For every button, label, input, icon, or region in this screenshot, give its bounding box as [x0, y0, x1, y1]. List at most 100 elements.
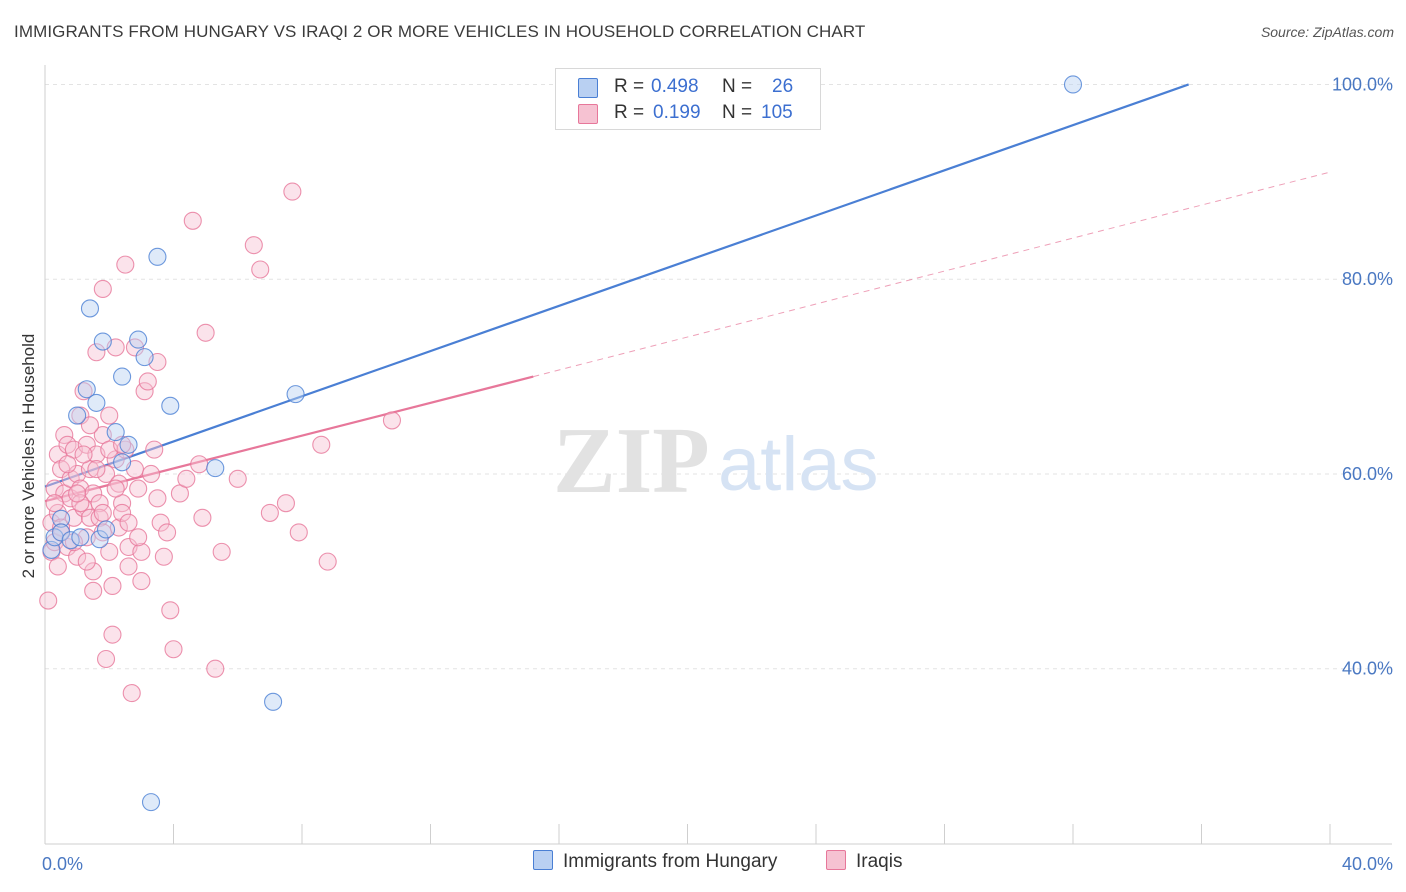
point-iraqis — [177, 469, 196, 488]
x-tick-label: 40.0% — [1342, 854, 1393, 874]
point-iraqis — [119, 557, 138, 576]
y-tick-label: 80.0% — [1342, 269, 1393, 289]
legend-r-value: 0.498 — [651, 76, 699, 97]
point-iraqis — [113, 503, 132, 522]
point-iraqis — [58, 455, 77, 474]
x-tick-labels: 0.0% 40.0% — [42, 854, 1393, 874]
point-iraqis — [48, 557, 67, 576]
legend-n-value: 26 — [772, 76, 794, 97]
point-iraqis — [100, 542, 119, 561]
point-iraqis — [148, 489, 167, 508]
point-iraqis — [116, 255, 135, 274]
point-hungary — [286, 385, 305, 404]
legend-swatch-iraqis — [578, 104, 598, 124]
point-hungary — [113, 367, 132, 386]
point-hungary — [264, 692, 283, 711]
point-iraqis — [141, 464, 161, 484]
point-iraqis — [129, 528, 148, 547]
y-axis-label: 2 or more Vehicles in Household — [19, 334, 38, 579]
point-iraqis — [45, 494, 64, 513]
point-iraqis — [122, 684, 141, 703]
x-tick-label: 0.0% — [42, 854, 83, 874]
point-iraqis — [289, 523, 308, 542]
point-hungary — [119, 435, 138, 454]
point-hungary — [87, 393, 106, 412]
point-hungary — [68, 406, 87, 425]
point-iraqis — [228, 469, 247, 488]
source-label: Source: ZipAtlas.com — [1260, 24, 1394, 40]
point-iraqis — [84, 581, 103, 600]
point-iraqis — [119, 513, 138, 532]
watermark: ZIP atlas — [553, 409, 879, 513]
point-hungary — [135, 348, 154, 367]
point-iraqis — [135, 382, 154, 401]
point-hungary — [129, 330, 148, 349]
point-iraqis — [212, 542, 231, 561]
point-iraqis — [151, 513, 170, 532]
point-iraqis — [129, 479, 148, 498]
point-iraqis — [318, 552, 337, 571]
point-iraqis — [106, 479, 125, 498]
point-iraqis — [276, 494, 295, 513]
point-iraqis — [109, 474, 128, 493]
legend-r-label: R = — [614, 102, 645, 123]
point-hungary — [148, 247, 167, 266]
point-iraqis — [183, 211, 202, 230]
point-iraqis — [154, 547, 173, 566]
point-iraqis — [206, 659, 225, 678]
point-iraqis — [132, 542, 151, 561]
point-iraqis — [90, 494, 109, 513]
data-points — [39, 75, 1083, 812]
bottom-legend-iraqis: Iraqis — [826, 850, 902, 873]
point-iraqis — [74, 445, 93, 464]
y-tick-label: 40.0% — [1342, 659, 1393, 679]
point-iraqis — [158, 523, 177, 542]
point-iraqis — [77, 435, 96, 454]
point-iraqis — [71, 494, 90, 513]
bottom-legend-swatch-iraqis — [826, 850, 846, 870]
point-hungary — [1063, 75, 1083, 94]
trend-line-iraqis-extension — [533, 171, 1331, 378]
legend: R = 0.498 N = 26 R = 0.199 N = 105 — [555, 68, 821, 130]
point-iraqis — [251, 260, 270, 279]
point-iraqis — [42, 513, 61, 532]
point-hungary — [96, 520, 116, 539]
legend-row-iraqis: R = 0.199 N = 105 — [556, 101, 822, 127]
bottom-legend-label-hungary: Immigrants from Hungary — [563, 851, 778, 872]
watermark-zip: ZIP — [553, 409, 710, 513]
point-hungary — [106, 423, 125, 442]
point-iraqis — [68, 484, 87, 503]
point-hungary — [90, 530, 109, 549]
point-iraqis — [283, 182, 302, 201]
point-iraqis — [193, 508, 212, 527]
point-iraqis — [90, 508, 109, 527]
point-iraqis — [244, 236, 263, 255]
legend-r-label: R = — [614, 76, 645, 97]
point-iraqis — [55, 425, 74, 445]
point-iraqis — [100, 406, 119, 425]
point-hungary — [141, 793, 161, 812]
point-iraqis — [190, 455, 209, 474]
watermark-atlas: atlas — [718, 422, 879, 507]
point-iraqis — [164, 640, 183, 659]
point-iraqis — [103, 576, 122, 596]
trend-line-hungary — [44, 83, 1190, 488]
y-tick-label: 60.0% — [1342, 464, 1393, 484]
point-iraqis — [74, 382, 93, 401]
y-tick-labels: 40.0% 60.0% 80.0% 100.0% — [1332, 74, 1393, 678]
point-hungary — [93, 332, 112, 351]
legend-row-hungary: R = 0.498 N = 26 — [556, 75, 822, 101]
point-iraqis — [93, 279, 112, 299]
axes — [44, 65, 1392, 845]
point-iraqis — [96, 649, 116, 669]
y-tick-label: 100.0% — [1332, 74, 1393, 94]
legend-n-label: N = — [722, 102, 753, 123]
point-iraqis — [312, 435, 331, 454]
chart-title: IMMIGRANTS FROM HUNGARY VS IRAQI 2 OR MO… — [14, 22, 866, 41]
point-iraqis — [196, 323, 215, 342]
point-iraqis — [132, 572, 151, 591]
point-iraqis — [145, 440, 164, 459]
legend-r-value: 0.199 — [653, 102, 701, 123]
legend-n-value: 105 — [761, 102, 793, 123]
